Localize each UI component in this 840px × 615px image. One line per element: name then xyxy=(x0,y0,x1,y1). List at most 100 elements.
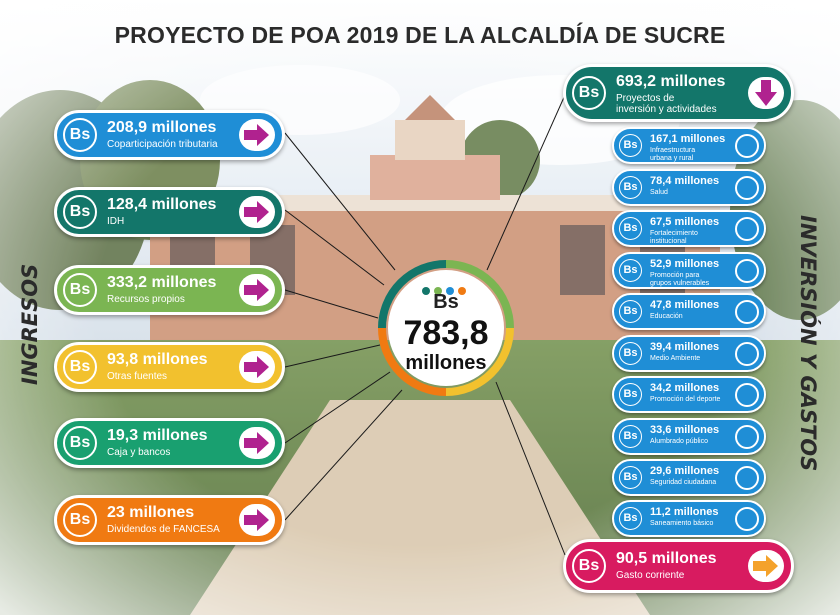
inversion-item[interactable]: Bs 11,2 millones Saneamiento básico xyxy=(612,500,766,537)
ingreso-item[interactable]: Bs 208,9 millones Coparticipación tribut… xyxy=(54,110,285,160)
inversion-item[interactable]: Bs 29,6 millones Seguridad ciudadana xyxy=(612,459,766,496)
ingreso-label: Caja y bancos xyxy=(107,447,171,458)
inversion-label-1: Fortalecimiento xyxy=(650,230,698,237)
bs-badge: Bs xyxy=(63,503,97,537)
ingreso-item[interactable]: Bs 333,2 millones Recursos propios xyxy=(54,265,285,315)
arrow-right-icon xyxy=(239,351,275,383)
bs-badge: Bs xyxy=(619,383,642,406)
inversion-label-1: Promoción para xyxy=(650,272,700,279)
ingreso-label: Coparticipación tributaria xyxy=(107,139,218,150)
circle-icon xyxy=(735,300,759,324)
bs-badge: Bs xyxy=(619,425,642,448)
total-unit: millones xyxy=(405,352,487,374)
bs-badge: Bs xyxy=(572,549,606,583)
inversion-label-1: Medio Ambiente xyxy=(650,355,701,362)
circle-icon xyxy=(735,217,759,241)
gasto-corriente-amount: 90,5 millones xyxy=(616,550,717,567)
bs-badge: Bs xyxy=(572,76,606,110)
inversion-total-item[interactable]: Bs 693,2 millones Proyectos de inversión… xyxy=(563,64,794,122)
inversion-total-amount: 693,2 millones xyxy=(616,73,726,90)
inversion-label-2: grupos vulnerables xyxy=(650,280,710,287)
ingreso-item[interactable]: Bs 19,3 millones Caja y bancos xyxy=(54,418,285,468)
inversion-amount: 47,8 millones xyxy=(650,299,720,311)
inversion-amount: 67,5 millones xyxy=(650,216,720,228)
bs-badge: Bs xyxy=(619,466,642,489)
ingreso-amount: 19,3 millones xyxy=(107,427,208,444)
ingreso-amount: 93,8 millones xyxy=(107,351,208,368)
inversion-amount: 29,6 millones xyxy=(650,465,720,477)
circle-icon xyxy=(735,507,759,531)
circle-icon xyxy=(735,466,759,490)
arrow-right-icon xyxy=(239,196,275,228)
arrow-right-icon xyxy=(239,119,275,151)
ingreso-amount: 128,4 millones xyxy=(107,196,217,213)
inversion-item[interactable]: Bs 39,4 millones Medio Ambiente xyxy=(612,335,766,372)
inversion-label-1: Alumbrado público xyxy=(650,438,708,445)
ingresos-label: INGRESOS xyxy=(18,263,42,385)
ingreso-item[interactable]: Bs 128,4 millones IDH xyxy=(54,187,285,237)
ingreso-amount: 208,9 millones xyxy=(107,119,217,136)
inversion-label-2: institucional xyxy=(650,238,687,245)
inversion-item[interactable]: Bs 52,9 millones Promoción para grupos v… xyxy=(612,252,766,289)
bs-badge: Bs xyxy=(619,217,642,240)
inversion-item[interactable]: Bs 67,5 millones Fortalecimiento institu… xyxy=(612,210,766,247)
bs-badge: Bs xyxy=(619,176,642,199)
inversion-total-label-2: inversión y actividades xyxy=(616,104,717,115)
bs-badge: Bs xyxy=(63,118,97,152)
ingreso-label: Dividendos de FANCESA xyxy=(107,524,220,535)
ingreso-item[interactable]: Bs 23 millones Dividendos de FANCESA xyxy=(54,495,285,545)
ingreso-label: Otras fuentes xyxy=(107,371,168,382)
total-budget-circle: Bs 783,8 millones xyxy=(378,260,514,396)
ingreso-label: Recursos propios xyxy=(107,294,185,305)
inversion-item[interactable]: Bs 34,2 millones Promoción del deporte xyxy=(612,376,766,413)
inversion-label-1: Salud xyxy=(650,189,668,196)
total-ring xyxy=(378,260,514,396)
circle-icon xyxy=(735,342,759,366)
inversion-amount: 11,2 millones xyxy=(650,506,719,518)
total-value: 783,8 xyxy=(403,314,489,352)
inversion-amount: 34,2 millones xyxy=(650,382,720,394)
inversion-label-1: Promoción del deporte xyxy=(650,396,721,403)
inversion-amount: 39,4 millones xyxy=(650,341,720,353)
gasto-corriente-item[interactable]: Bs 90,5 millones Gasto corriente xyxy=(563,539,794,593)
inversion-label-1: Saneamiento básico xyxy=(650,520,714,527)
arrow-down-icon xyxy=(748,77,784,109)
inversion-amount: 33,6 millones xyxy=(650,424,720,436)
bs-badge: Bs xyxy=(63,195,97,229)
bs-badge: Bs xyxy=(619,259,642,282)
inversion-amount: 167,1 millones xyxy=(650,133,726,145)
ingreso-label: IDH xyxy=(107,216,125,227)
arrow-right-icon xyxy=(239,274,275,306)
inversion-gastos-label: INVERSIÓN Y GASTOS xyxy=(796,215,820,472)
total-currency: Bs xyxy=(433,291,459,313)
arrow-right-icon xyxy=(239,504,275,536)
inversion-item[interactable]: Bs 78,4 millones Salud xyxy=(612,169,766,206)
bs-badge: Bs xyxy=(619,300,642,323)
ingreso-item[interactable]: Bs 93,8 millones Otras fuentes xyxy=(54,342,285,392)
inversion-label-1: Educación xyxy=(650,313,683,320)
bs-badge: Bs xyxy=(63,426,97,460)
inversion-total-label-1: Proyectos de xyxy=(616,93,675,104)
gasto-corriente-label: Gasto corriente xyxy=(616,570,685,581)
inversion-item[interactable]: Bs 33,6 millones Alumbrado público xyxy=(612,418,766,455)
color-dots xyxy=(422,282,472,295)
bs-badge: Bs xyxy=(619,134,642,157)
ingreso-amount: 333,2 millones xyxy=(107,274,217,291)
arrow-right-icon xyxy=(239,427,275,459)
circle-icon xyxy=(735,425,759,449)
circle-icon xyxy=(735,134,759,158)
arrow-right-icon xyxy=(748,550,784,582)
inversion-label-1: Seguridad ciudadana xyxy=(650,479,717,486)
circle-icon xyxy=(735,259,759,283)
page-title: PROYECTO DE POA 2019 DE LA ALCALDÍA DE S… xyxy=(114,22,726,48)
bs-badge: Bs xyxy=(63,273,97,307)
circle-icon xyxy=(735,383,759,407)
inversion-item[interactable]: Bs 167,1 millones Infraestructura urbana… xyxy=(612,127,766,164)
circle-icon xyxy=(735,176,759,200)
inversion-amount: 78,4 millones xyxy=(650,175,720,187)
bs-badge: Bs xyxy=(619,507,642,530)
bs-badge: Bs xyxy=(619,342,642,365)
inversion-amount: 52,9 millones xyxy=(650,258,720,270)
inversion-label-2: urbana y rural xyxy=(650,155,694,162)
inversion-item[interactable]: Bs 47,8 millones Educación xyxy=(612,293,766,330)
